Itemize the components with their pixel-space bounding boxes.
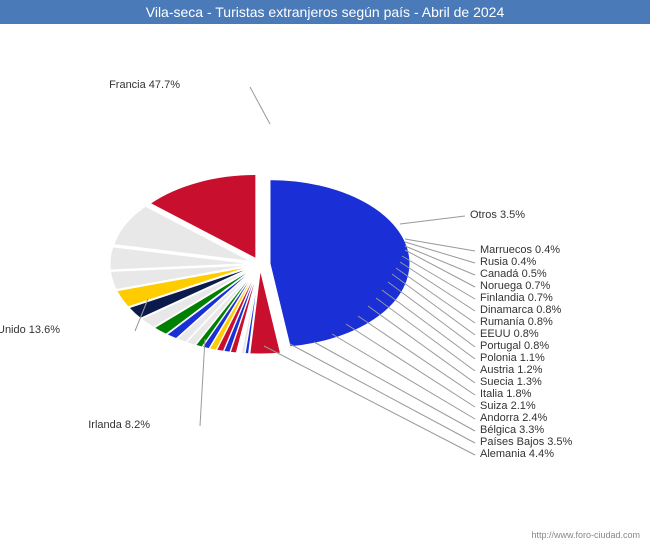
label-leader-line — [290, 344, 475, 443]
slice-label: Dinamarca 0.8% — [480, 304, 561, 316]
source-url: http://www.foro-ciudad.com — [531, 530, 640, 540]
slice-label: Noruega 0.7% — [480, 280, 550, 292]
slice-label: Alemania 4.4% — [480, 448, 554, 460]
label-leader-line — [368, 306, 475, 383]
slice-label: Finlandia 0.7% — [480, 292, 553, 304]
label-leader-line — [376, 298, 475, 371]
slice-label: Irlanda 8.2% — [88, 419, 150, 431]
slice-label: Polonia 1.1% — [480, 352, 545, 364]
slice-label: Reino Unido 13.6% — [0, 324, 60, 336]
label-leader-line — [400, 216, 465, 224]
slice-label: Rusia 0.4% — [480, 256, 536, 268]
slice-label: EEUU 0.8% — [480, 328, 539, 340]
slice-label: Rumanía 0.8% — [480, 316, 553, 328]
slice-label: Países Bajos 3.5% — [480, 436, 572, 448]
slice-label: Portugal 0.8% — [480, 340, 549, 352]
slice-label: Andorra 2.4% — [480, 412, 547, 424]
label-leader-line — [392, 274, 475, 335]
slice-label: Austria 1.2% — [480, 364, 542, 376]
label-leader-line — [402, 256, 475, 299]
slice-label: Francia 47.7% — [109, 79, 180, 91]
slice-label: Suiza 2.1% — [480, 400, 536, 412]
slice-label: Bélgica 3.3% — [480, 424, 544, 436]
label-leader-line — [250, 87, 270, 124]
slice-label: Suecia 1.3% — [480, 376, 542, 388]
chart-title: Vila-seca - Turistas extranjeros según p… — [0, 0, 650, 24]
slice-label: Canadá 0.5% — [480, 268, 547, 280]
slice-label: Marruecos 0.4% — [480, 244, 560, 256]
slice-label: Otros 3.5% — [470, 209, 525, 221]
slice-label: Italia 1.8% — [480, 388, 531, 400]
pie-chart: Francia 47.7% Otros 3.5% Marruecos 0.4%Rus… — [0, 24, 650, 544]
label-leader-line — [405, 246, 475, 275]
label-leader-line — [200, 339, 205, 426]
label-leader-line — [400, 262, 475, 311]
